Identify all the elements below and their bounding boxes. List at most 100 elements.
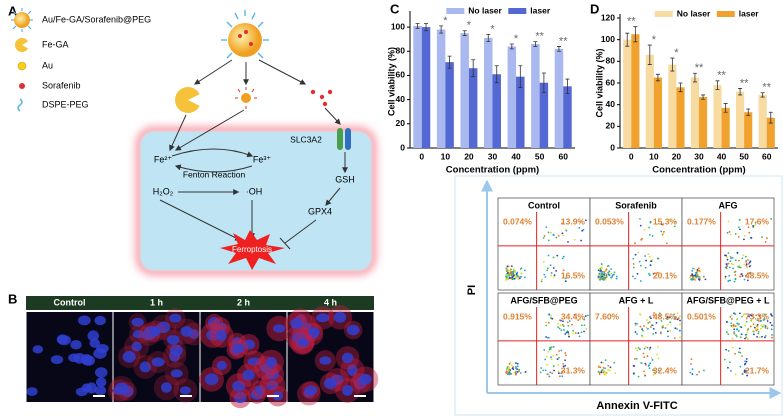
event-dot	[634, 242, 636, 245]
event-dot	[726, 265, 729, 267]
nucleus	[169, 313, 182, 323]
event-dot	[738, 219, 741, 221]
event-dot	[507, 275, 509, 277]
nucleus	[75, 387, 88, 397]
event-dot	[549, 317, 552, 319]
bar	[744, 112, 753, 148]
event-dot	[517, 278, 520, 281]
event-dot	[632, 266, 635, 269]
error-bar	[541, 72, 546, 93]
column-label: 2 h	[237, 297, 250, 307]
event-dot	[643, 325, 645, 327]
event-dot	[507, 269, 510, 271]
event-dot	[737, 330, 740, 332]
significance: **	[535, 31, 544, 43]
event-dot	[691, 269, 694, 272]
column-label: Control	[54, 297, 86, 307]
quadrant-value: 32.4%	[653, 365, 678, 375]
event-dot	[564, 364, 567, 367]
event-dot	[561, 324, 564, 326]
quadrant-value: 0.177%	[687, 216, 716, 226]
event-dot	[518, 370, 520, 372]
event-dot	[642, 329, 644, 332]
event-dot	[666, 330, 669, 333]
event-dot	[750, 314, 753, 317]
bar	[484, 37, 493, 148]
error-bar	[715, 80, 720, 90]
event-dot	[562, 365, 565, 368]
event-dot	[690, 358, 693, 361]
event-dot	[545, 336, 547, 338]
event-dot	[550, 346, 553, 349]
event-dot	[556, 254, 559, 257]
event-dot	[727, 252, 730, 254]
event-dot	[584, 219, 587, 222]
event-dot	[643, 347, 646, 350]
nucleus	[96, 344, 109, 354]
event-dot	[513, 277, 516, 280]
event-dot	[571, 323, 573, 326]
event-dot	[729, 260, 732, 263]
event-dot	[604, 367, 606, 370]
event-dot	[744, 324, 746, 327]
event-dot	[636, 349, 639, 352]
event-dot	[555, 236, 558, 239]
legend-label: No laser	[677, 8, 711, 18]
event-dot	[598, 373, 601, 376]
event-dot	[660, 320, 663, 322]
legend-label: laser	[739, 8, 760, 18]
error-bar	[533, 41, 538, 47]
event-dot	[650, 326, 652, 329]
x-tick-label: 50	[535, 151, 545, 161]
event-dot	[585, 327, 588, 330]
event-dot	[567, 324, 570, 327]
error-bar	[670, 57, 675, 72]
error-bar	[424, 23, 429, 32]
event-dot	[647, 322, 650, 324]
event-dot	[557, 364, 560, 367]
event-dot	[727, 280, 730, 283]
nucleus	[94, 385, 107, 396]
event-dot	[734, 373, 737, 376]
nucleus	[265, 356, 277, 368]
event-dot	[757, 332, 760, 335]
legend-swatch	[654, 11, 673, 17]
event-dot	[601, 275, 604, 278]
event-dot	[603, 373, 606, 376]
legend-swatch	[508, 8, 527, 14]
event-dot	[639, 264, 642, 267]
event-dot	[649, 362, 652, 365]
event-dot	[615, 277, 618, 280]
event-dot	[562, 369, 565, 372]
nucleus	[89, 338, 101, 348]
error-bar	[633, 26, 638, 43]
event-dot	[558, 356, 560, 359]
event-dot	[660, 223, 663, 226]
x-tick-label: 0	[629, 151, 634, 161]
event-dot	[689, 274, 692, 277]
significance: *	[514, 33, 519, 45]
event-dot	[698, 279, 701, 281]
event-dot	[597, 274, 600, 277]
event-dot	[733, 280, 736, 283]
event-dot	[565, 331, 568, 334]
event-dot	[516, 362, 519, 365]
nucleus	[139, 361, 152, 373]
event-dot	[704, 278, 707, 281]
event-dot	[753, 224, 756, 227]
diagram-label: Fe³⁺	[253, 154, 272, 164]
event-dot	[759, 327, 762, 330]
event-dot	[603, 272, 606, 275]
event-dot	[601, 278, 604, 280]
event-dot	[583, 324, 586, 327]
event-dot	[755, 329, 758, 332]
event-dot	[725, 348, 728, 351]
event-dot	[692, 275, 695, 278]
event-dot	[547, 321, 550, 324]
event-dot	[508, 373, 511, 376]
event-dot	[514, 275, 516, 278]
event-dot	[602, 361, 605, 364]
event-dot	[728, 275, 731, 277]
x-tick-label: 20	[672, 151, 682, 161]
